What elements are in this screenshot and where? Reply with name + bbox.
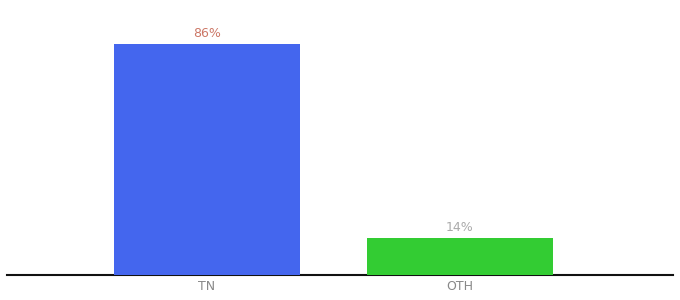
Bar — [367, 238, 553, 275]
Text: 14%: 14% — [446, 220, 474, 234]
Bar — [114, 44, 300, 275]
Text: 86%: 86% — [193, 28, 221, 40]
